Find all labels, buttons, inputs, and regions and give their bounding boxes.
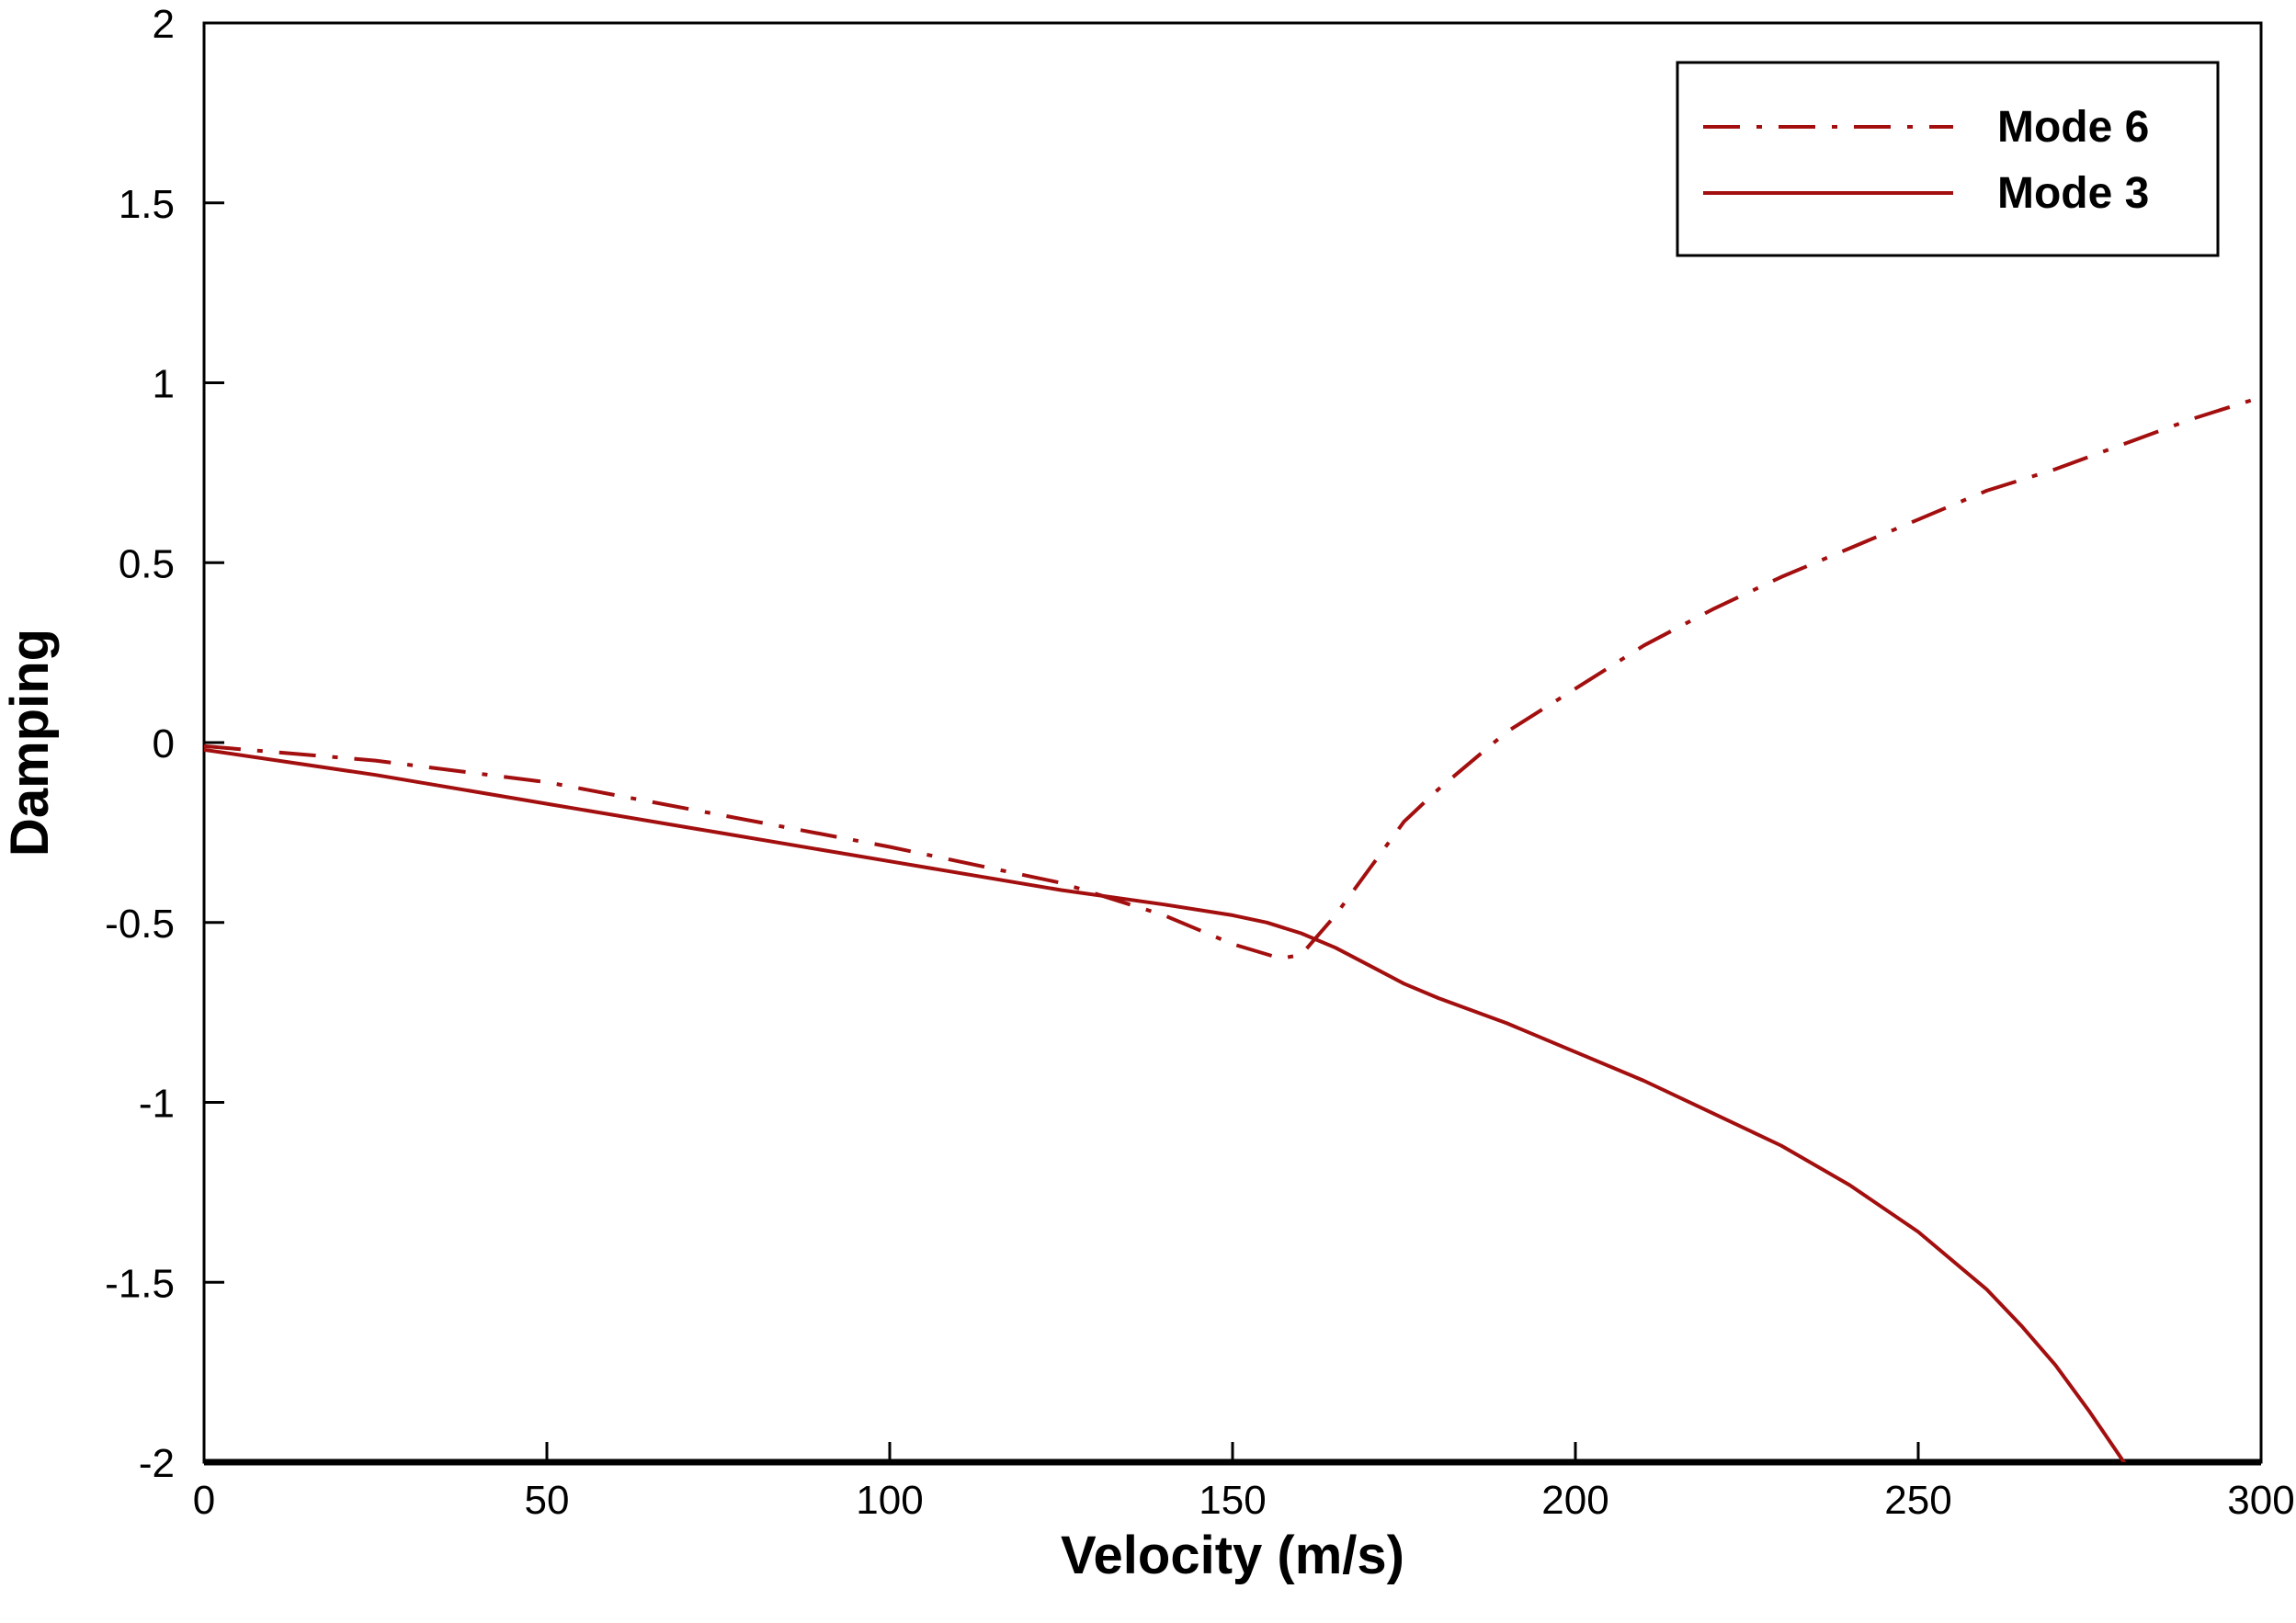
- y-tick-label-4: 0: [153, 721, 175, 766]
- x-tick-label-4: 200: [1541, 1478, 1608, 1523]
- y-tick-label-2: 1: [153, 362, 175, 407]
- x-tick-label-1: 50: [525, 1478, 570, 1523]
- legend-label-mode-3: Mode 3: [1997, 169, 2149, 218]
- x-tick-label-2: 100: [856, 1478, 923, 1523]
- y-tick-label-0: 2: [153, 2, 175, 47]
- y-tick-label-6: -1: [139, 1082, 175, 1127]
- y-axis-title: Damping: [0, 629, 60, 857]
- y-tick-label-7: -1.5: [105, 1261, 175, 1306]
- legend-box: [1676, 61, 2220, 257]
- y-tick-label-3: 0.5: [119, 541, 175, 586]
- series-line-mode-6: [204, 395, 2261, 960]
- y-tick-label-1: 1.5: [119, 182, 175, 227]
- x-tick-label-5: 250: [1884, 1478, 1951, 1523]
- legend-label-mode-6: Mode 6: [1997, 103, 2149, 152]
- y-tick-label-8: -2: [139, 1441, 175, 1486]
- x-tick-label-3: 150: [1199, 1478, 1266, 1523]
- x-tick-label-6: 300: [2227, 1478, 2294, 1523]
- x-tick-label-0: 0: [193, 1478, 215, 1523]
- y-tick-label-5: -0.5: [105, 902, 175, 947]
- series-line-mode-3: [204, 747, 2127, 1462]
- x-axis-title: Velocity (m/s): [1061, 1526, 1404, 1585]
